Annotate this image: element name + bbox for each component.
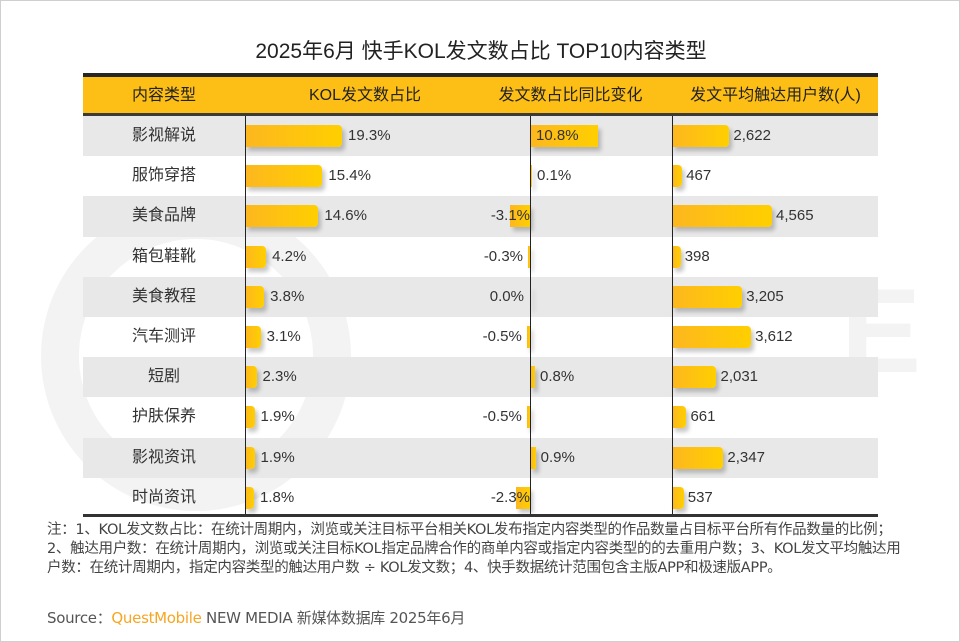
table-row: 汽车测评 3.1% -0.5% 3,612 bbox=[83, 317, 878, 357]
yoy-value: -2.3% bbox=[490, 488, 530, 506]
share-value: 15.4% bbox=[328, 167, 371, 185]
category-label: 美食教程 bbox=[131, 287, 196, 305]
share-bar bbox=[245, 325, 261, 348]
table-row: 影视解说 19.3% 10.8% 2,622 bbox=[83, 116, 878, 157]
table-row: 美食教程 3.8% 0.0% 3,205 bbox=[83, 276, 878, 317]
reach-bar bbox=[672, 285, 743, 308]
category-label: 影视资讯 bbox=[131, 448, 196, 466]
share-bar bbox=[245, 486, 255, 509]
yoy-bar bbox=[530, 366, 536, 389]
share-value: 1.8% bbox=[260, 488, 295, 506]
share-bar bbox=[245, 165, 323, 188]
share-value: 3.1% bbox=[266, 327, 301, 345]
header-share: KOL发文数占比 bbox=[308, 87, 422, 104]
category-label: 护肤保养 bbox=[131, 408, 196, 426]
header-category: 内容类型 bbox=[131, 87, 196, 104]
category-label: 时尚资讯 bbox=[131, 488, 196, 506]
table-header: 内容类型 KOL发文数占比 发文数占比同比变化 发文平均触达用户数(人) bbox=[83, 73, 878, 116]
category-label: 箱包鞋靴 bbox=[131, 247, 196, 265]
reach-value: 661 bbox=[690, 408, 716, 426]
header-reach: 发文平均触达用户数(人) bbox=[690, 87, 861, 104]
reach-bar bbox=[672, 486, 684, 509]
reach-bar bbox=[672, 245, 681, 268]
table-row: 时尚资讯 1.8% -2.3% 537 bbox=[83, 478, 878, 518]
category-label: 服饰穿搭 bbox=[131, 167, 196, 185]
yoy-bar bbox=[530, 446, 536, 469]
share-bar bbox=[245, 285, 265, 308]
table-row: 服饰穿搭 15.4% 0.1% 467 bbox=[83, 156, 878, 196]
reach-bar bbox=[672, 366, 717, 389]
share-value: 4.2% bbox=[272, 247, 307, 265]
yoy-bar bbox=[510, 205, 530, 228]
reach-value: 4,565 bbox=[776, 207, 814, 225]
source-suffix: NEW MEDIA 新媒体数据库 2025年6月 bbox=[201, 609, 466, 627]
source-brand: QuestMobile bbox=[111, 609, 202, 627]
share-value: 3.8% bbox=[270, 287, 305, 305]
table-row: 护肤保养 1.9% -0.5% 661 bbox=[83, 397, 878, 437]
yoy-bar bbox=[530, 125, 598, 147]
share-bar bbox=[245, 205, 319, 228]
yoy-bar bbox=[515, 486, 530, 509]
reach-bar bbox=[672, 406, 687, 429]
axis-line-yoy bbox=[530, 116, 531, 517]
reach-value: 2,347 bbox=[727, 448, 765, 466]
table-body: 影视解说 19.3% 10.8% 2,622 服饰穿搭 15.4% 0.1% 467 美食品牌 1… bbox=[83, 116, 878, 518]
reach-value: 2,622 bbox=[733, 127, 771, 144]
table-bottom-border bbox=[83, 514, 878, 517]
yoy-value: 10.8% bbox=[536, 127, 579, 144]
share-value: 14.6% bbox=[324, 207, 367, 225]
category-label: 影视解说 bbox=[131, 127, 196, 144]
share-value: 2.3% bbox=[262, 368, 297, 386]
table-row: 影视资讯 1.9% 0.9% 2,347 bbox=[83, 437, 878, 478]
share-bar bbox=[245, 245, 267, 268]
share-value: 19.3% bbox=[348, 127, 391, 144]
footnote: 注：1、KOL发文数占比：在统计周期内，浏览或关注目标平台相关KOL发布指定内容… bbox=[47, 522, 901, 576]
yoy-value: -0.5% bbox=[482, 408, 522, 426]
yoy-bar bbox=[528, 245, 530, 268]
table-row: 短剧 2.3% 0.8% 2,031 bbox=[83, 357, 878, 398]
reach-bar bbox=[672, 125, 730, 147]
reach-bar bbox=[672, 325, 752, 348]
share-bar bbox=[245, 125, 342, 147]
yoy-value: 0.8% bbox=[540, 368, 575, 386]
chart-title: 2025年6月 快手KOL发文数占比 TOP10内容类型 bbox=[255, 40, 707, 63]
reach-value: 3,205 bbox=[746, 287, 784, 305]
table-row: 美食品牌 14.6% -3.1% 4,565 bbox=[83, 196, 878, 237]
table-row: 箱包鞋靴 4.2% -0.3% 398 bbox=[83, 237, 878, 277]
share-value: 1.9% bbox=[260, 408, 295, 426]
reach-value: 467 bbox=[686, 167, 712, 185]
share-bar bbox=[245, 366, 257, 389]
reach-value: 398 bbox=[684, 247, 710, 265]
yoy-bar bbox=[526, 406, 530, 429]
reach-bar bbox=[672, 205, 772, 228]
category-label: 短剧 bbox=[147, 368, 180, 386]
yoy-value: -0.5% bbox=[482, 327, 522, 345]
source-prefix: Source： bbox=[47, 609, 112, 627]
reach-value: 2,031 bbox=[720, 368, 759, 386]
yoy-value: 0.9% bbox=[540, 448, 575, 466]
reach-value: 3,612 bbox=[755, 327, 793, 345]
share-bar bbox=[245, 446, 255, 469]
yoy-value: -3.1% bbox=[490, 207, 530, 225]
yoy-bar bbox=[526, 325, 530, 348]
reach-bar bbox=[672, 165, 683, 188]
share-value: 1.9% bbox=[260, 448, 295, 466]
reach-value: 537 bbox=[687, 488, 713, 506]
axis-line-reach bbox=[672, 116, 673, 517]
yoy-value: -0.3% bbox=[483, 247, 523, 265]
source-line: Source：QuestMobile NEW MEDIA 新媒体数据库 2025… bbox=[47, 607, 465, 628]
share-bar bbox=[245, 406, 255, 429]
data-table: 内容类型 KOL发文数占比 发文数占比同比变化 发文平均触达用户数(人) 影视解… bbox=[83, 73, 878, 518]
reach-bar bbox=[672, 446, 724, 469]
yoy-value: 0.1% bbox=[537, 167, 572, 185]
category-label: 美食品牌 bbox=[131, 207, 196, 225]
yoy-value: 0.0% bbox=[489, 287, 524, 305]
category-label: 汽车测评 bbox=[131, 327, 196, 345]
yoy-bar bbox=[530, 165, 532, 188]
header-yoy: 发文数占比同比变化 bbox=[498, 87, 643, 104]
axis-line-share bbox=[245, 116, 246, 517]
